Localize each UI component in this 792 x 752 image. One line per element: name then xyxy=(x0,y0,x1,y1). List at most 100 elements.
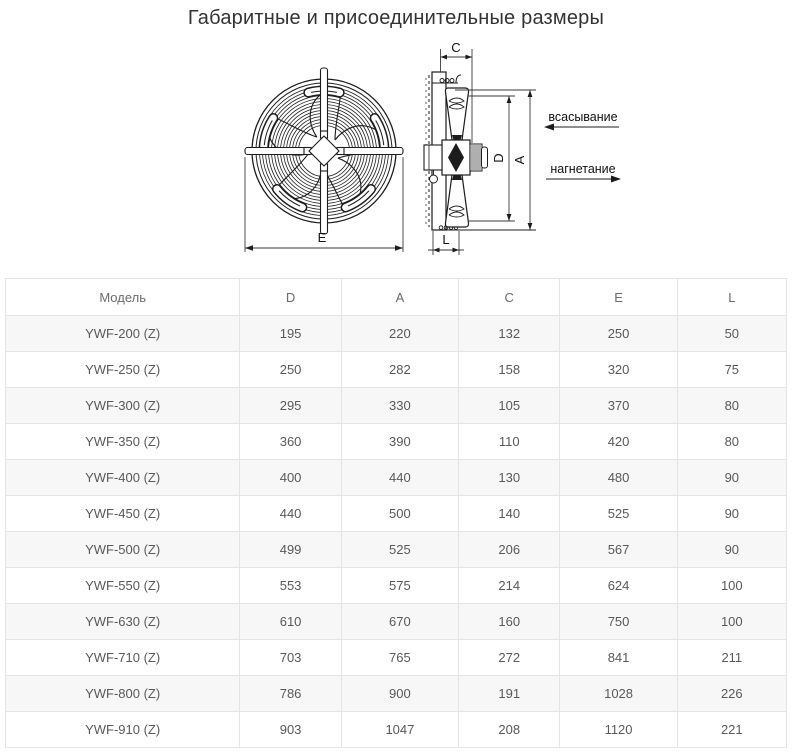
table-row: YWF-450 (Z) 440 500 140 525 90 xyxy=(4,495,788,532)
table-row: YWF-550 (Z) 553 575 214 624 100 xyxy=(4,567,788,604)
value-cell: 211 xyxy=(676,639,788,676)
value-cell: 75 xyxy=(676,351,788,388)
fan-drawing-svg: E xyxy=(244,40,621,255)
value-cell: 226 xyxy=(676,675,788,712)
value-cell: 440 xyxy=(340,459,459,496)
model-cell: YWF-500 (Z) xyxy=(4,531,241,568)
value-cell: 90 xyxy=(676,495,788,532)
value-cell: 499 xyxy=(239,531,342,568)
value-cell: 390 xyxy=(340,423,459,460)
side-blade-top xyxy=(444,87,470,141)
terminal-box xyxy=(423,144,443,184)
value-cell: 100 xyxy=(676,567,788,604)
value-cell: 480 xyxy=(559,459,678,496)
value-cell: 105 xyxy=(457,387,561,424)
value-cell: 250 xyxy=(239,351,342,388)
dim-label-c: C xyxy=(451,40,460,55)
page-title: Габаритные и присоединительные размеры xyxy=(187,7,605,29)
column-header: L xyxy=(676,278,788,316)
value-cell: 50 xyxy=(676,315,788,352)
value-cell: 1028 xyxy=(559,675,678,712)
value-cell: 132 xyxy=(457,315,561,352)
column-header: E xyxy=(559,278,678,316)
column-header: Модель xyxy=(4,278,241,316)
table-row: YWF-400 (Z) 400 440 130 480 90 xyxy=(4,459,788,496)
value-cell: 90 xyxy=(676,459,788,496)
table-row: YWF-300 (Z) 295 330 105 370 80 xyxy=(4,387,788,424)
table-row: YWF-250 (Z) 250 282 158 320 75 xyxy=(4,351,788,388)
value-cell: 400 xyxy=(239,459,342,496)
value-cell: 750 xyxy=(559,603,678,640)
column-header: D xyxy=(239,278,342,316)
value-cell: 370 xyxy=(559,387,678,424)
value-cell: 500 xyxy=(340,495,459,532)
value-cell: 80 xyxy=(676,387,788,424)
suction-label: всасывание xyxy=(548,110,617,124)
value-cell: 900 xyxy=(340,675,459,712)
table-row: YWF-800 (Z) 786 900 191 1028 226 xyxy=(4,675,788,712)
dimension-a: A xyxy=(455,89,536,230)
value-cell: 440 xyxy=(239,495,342,532)
guard-slots xyxy=(258,85,390,213)
discharge-label: нагнетание xyxy=(550,162,615,176)
value-cell: 765 xyxy=(340,639,459,676)
suction-arrow: всасывание xyxy=(544,110,619,131)
model-cell: YWF-710 (Z) xyxy=(4,639,241,676)
mounting-strips xyxy=(244,67,404,235)
dimensions-table: Модель D A C E L YWF-200 (Z) 195 220 132 250 50 YWF… xyxy=(4,278,788,748)
value-cell: 624 xyxy=(559,567,678,604)
value-cell: 220 xyxy=(340,315,459,352)
value-cell: 214 xyxy=(457,567,561,604)
dim-label-e: E xyxy=(318,230,327,245)
model-cell: YWF-200 (Z) xyxy=(4,315,241,352)
value-cell: 841 xyxy=(559,639,678,676)
fan-front-view: E xyxy=(244,67,404,252)
model-cell: YWF-550 (Z) xyxy=(4,567,241,604)
column-header: C xyxy=(457,278,561,316)
value-cell: 195 xyxy=(239,315,342,352)
value-cell: 80 xyxy=(676,423,788,460)
motor xyxy=(441,135,488,180)
model-cell: YWF-910 (Z) xyxy=(4,711,241,748)
value-cell: 903 xyxy=(239,711,342,748)
value-cell: 140 xyxy=(457,495,561,532)
value-cell: 282 xyxy=(340,351,459,388)
value-cell: 208 xyxy=(457,711,561,748)
value-cell: 1047 xyxy=(340,711,459,748)
table-row: YWF-710 (Z) 703 765 272 841 211 xyxy=(4,639,788,676)
value-cell: 525 xyxy=(559,495,678,532)
value-cell: 1120 xyxy=(559,711,678,748)
model-cell: YWF-350 (Z) xyxy=(4,423,241,460)
model-cell: YWF-800 (Z) xyxy=(4,675,241,712)
value-cell: 130 xyxy=(457,459,561,496)
fan-dimensions-drawing: E xyxy=(0,40,792,268)
model-cell: YWF-300 (Z) xyxy=(4,387,241,424)
fan-side-view: C D A L xyxy=(423,40,536,255)
dimension-d: D xyxy=(468,95,515,222)
value-cell: 553 xyxy=(239,567,342,604)
value-cell: 703 xyxy=(239,639,342,676)
table-row: YWF-350 (Z) 360 390 110 420 80 xyxy=(4,423,788,460)
dimension-e: E xyxy=(244,157,404,252)
hub-diamond xyxy=(308,135,340,167)
value-cell: 330 xyxy=(340,387,459,424)
dim-label-a: A xyxy=(512,155,527,164)
value-cell: 272 xyxy=(457,639,561,676)
value-cell: 206 xyxy=(457,531,561,568)
dimension-l: L xyxy=(428,231,464,255)
side-blade-bottom xyxy=(444,174,470,228)
table-row: YWF-910 (Z) 903 1047 208 1120 221 xyxy=(4,711,788,748)
dim-label-d: D xyxy=(491,153,506,162)
value-cell: 110 xyxy=(457,423,561,460)
value-cell: 786 xyxy=(239,675,342,712)
value-cell: 90 xyxy=(676,531,788,568)
discharge-arrow: нагнетание xyxy=(546,162,621,183)
model-cell: YWF-250 (Z) xyxy=(4,351,241,388)
value-cell: 525 xyxy=(340,531,459,568)
value-cell: 221 xyxy=(676,711,788,748)
value-cell: 160 xyxy=(457,603,561,640)
value-cell: 158 xyxy=(457,351,561,388)
column-header: A xyxy=(340,278,459,316)
table-row: YWF-500 (Z) 499 525 206 567 90 xyxy=(4,531,788,568)
value-cell: 191 xyxy=(457,675,561,712)
